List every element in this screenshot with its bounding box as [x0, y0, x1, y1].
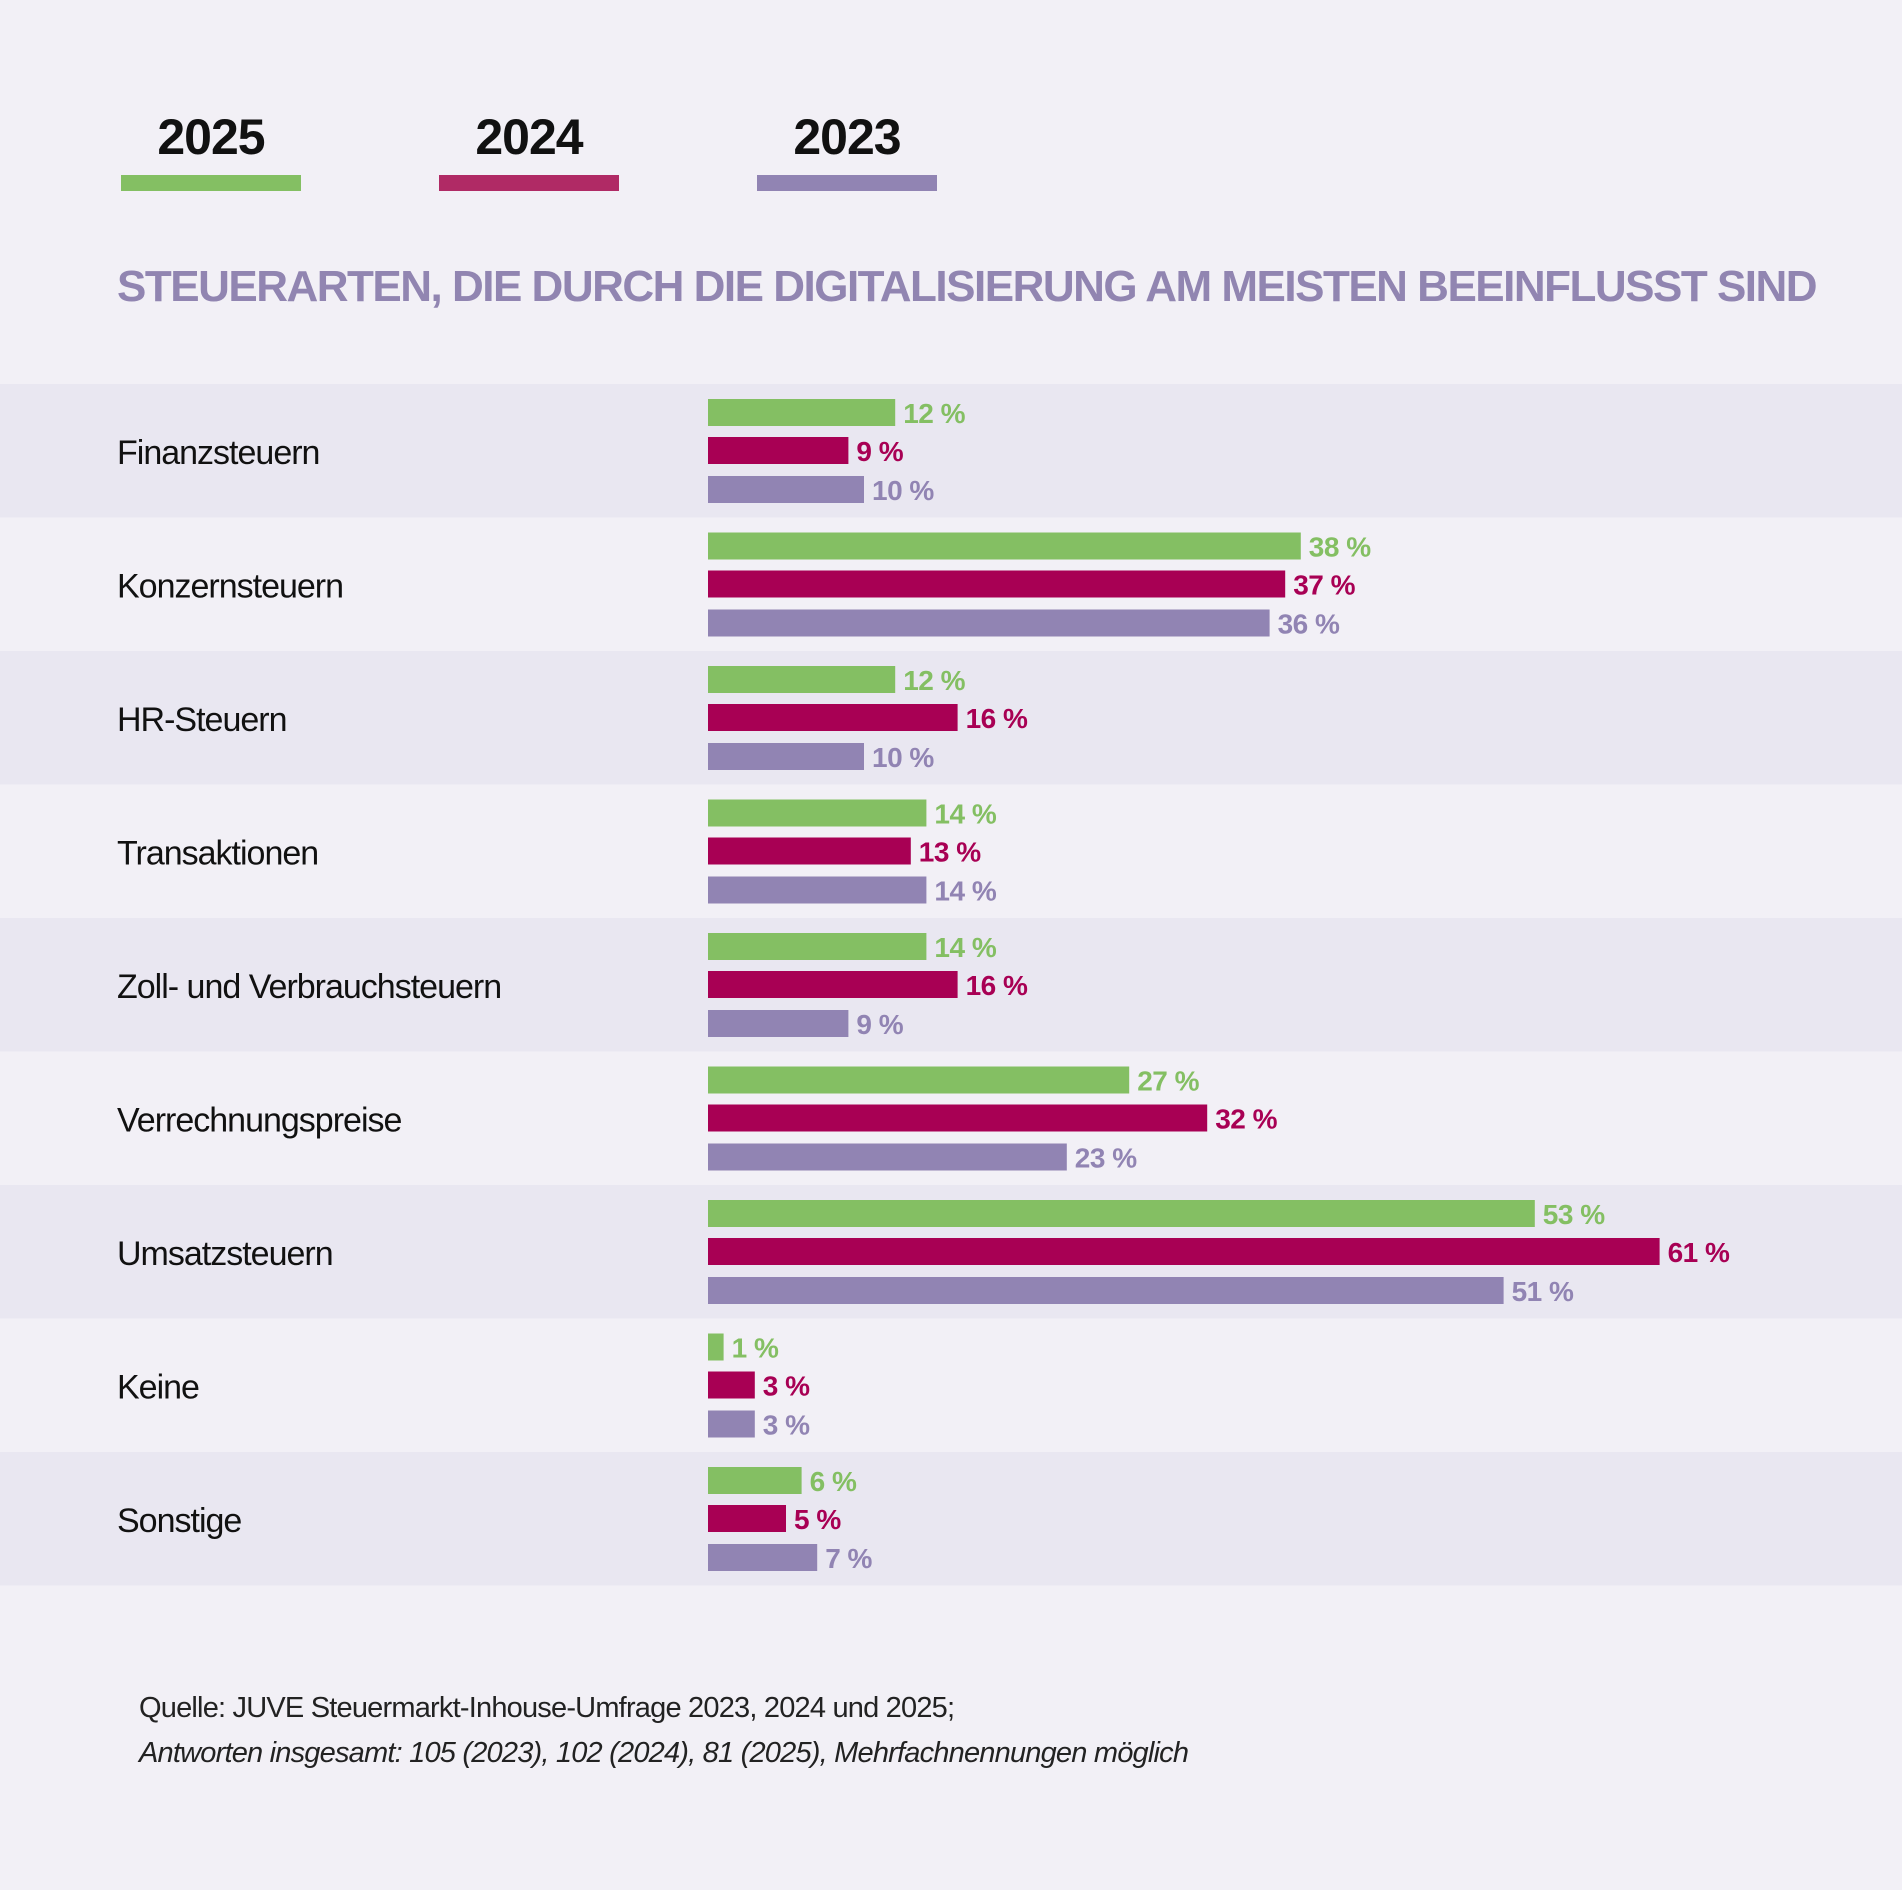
value-label-2023: 14 %: [934, 876, 996, 907]
bar-2025: [708, 1333, 724, 1361]
value-label-2025: 38 %: [1309, 532, 1371, 563]
bar-2024: [708, 1104, 1208, 1132]
footer-source: Quelle: JUVE Steuermarkt-Inhouse-Umfrage…: [139, 1692, 955, 1724]
value-label-2024: 3 %: [763, 1371, 810, 1402]
bar-2025: [708, 933, 927, 960]
category-label: Umsatzsteuern: [117, 1235, 333, 1273]
bar-2024: [708, 437, 849, 464]
value-label-2025: 6 %: [810, 1466, 857, 1497]
bar-2025: [708, 1467, 802, 1494]
bar-2024: [708, 570, 1286, 598]
value-label-2024: 32 %: [1215, 1104, 1277, 1135]
row-background: [0, 784, 1902, 918]
category-label: Finanzsteuern: [117, 434, 319, 472]
bar-2023: [708, 1410, 755, 1438]
value-label-2025: 1 %: [732, 1333, 779, 1364]
value-label-2025: 27 %: [1137, 1066, 1199, 1097]
value-label-2024: 13 %: [919, 837, 981, 868]
category-label: Zoll- und Verbrauchsteuern: [117, 968, 501, 1006]
value-label-2025: 53 %: [1543, 1199, 1605, 1230]
value-label-2024: 5 %: [794, 1504, 841, 1535]
bar-2025: [708, 666, 896, 693]
value-label-2023: 23 %: [1075, 1143, 1137, 1174]
bar-2025: [708, 532, 1301, 560]
bar-2024: [708, 837, 911, 865]
value-label-2023: 7 %: [825, 1543, 872, 1574]
value-label-2023: 10 %: [872, 475, 934, 506]
bar-2023: [708, 609, 1270, 637]
value-label-2024: 61 %: [1668, 1237, 1730, 1268]
value-label-2024: 37 %: [1293, 570, 1355, 601]
bar-2023: [708, 876, 927, 904]
bar-2024: [708, 704, 958, 731]
bar-2023: [708, 1277, 1504, 1304]
bar-2024: [708, 1371, 755, 1399]
value-label-2024: 9 %: [856, 436, 903, 467]
category-label: Konzernsteuern: [117, 567, 343, 605]
value-label-2023: 51 %: [1512, 1276, 1574, 1307]
bar-2023: [708, 1544, 818, 1571]
legend-label-2025: 2025: [157, 109, 265, 165]
category-label: HR-Steuern: [117, 701, 287, 739]
chart-title: STEUERARTEN, DIE DURCH DIE DIGITALISIERU…: [117, 262, 1818, 311]
value-label-2023: 9 %: [856, 1009, 903, 1040]
value-label-2025: 12 %: [903, 665, 965, 696]
row-background: [0, 1318, 1902, 1452]
legend-label-2023: 2023: [793, 109, 901, 165]
row-background: [0, 1452, 1902, 1586]
value-label-2023: 10 %: [872, 742, 934, 773]
category-label: Verrechnungspreise: [117, 1101, 402, 1139]
bar-2025: [708, 1066, 1130, 1094]
category-label: Sonstige: [117, 1502, 241, 1540]
legend-item-2023: 2023: [757, 108, 937, 194]
bar-2023: [708, 1010, 849, 1037]
value-label-2025: 14 %: [934, 932, 996, 963]
footer-note: Antworten insgesamt: 105 (2023), 102 (20…: [139, 1737, 1189, 1769]
legend-label-2024: 2024: [475, 109, 583, 165]
bar-2023: [708, 1143, 1067, 1171]
legend-swatch-2023: [757, 175, 937, 191]
value-label-2025: 14 %: [934, 799, 996, 830]
category-label: Keine: [117, 1368, 199, 1406]
bar-2023: [708, 476, 864, 503]
value-label-2024: 16 %: [966, 970, 1028, 1001]
value-label-2025: 12 %: [903, 398, 965, 429]
bar-2025: [708, 799, 927, 827]
legend-swatch-2025: [121, 175, 301, 191]
bar-2024: [708, 1505, 786, 1532]
value-label-2024: 16 %: [966, 703, 1028, 734]
value-label-2023: 36 %: [1278, 609, 1340, 640]
value-label-2023: 3 %: [763, 1410, 810, 1441]
category-label: Transaktionen: [117, 834, 318, 872]
bar-2025: [708, 1200, 1535, 1227]
bar-2024: [708, 971, 958, 998]
row-background: [0, 384, 1902, 518]
legend-swatch-2024: [439, 175, 619, 191]
bar-2023: [708, 743, 864, 770]
legend-item-2025: 2025: [121, 108, 301, 194]
bar-2024: [708, 1238, 1660, 1265]
bar-2025: [708, 399, 896, 426]
legend-item-2024: 2024: [439, 108, 619, 194]
